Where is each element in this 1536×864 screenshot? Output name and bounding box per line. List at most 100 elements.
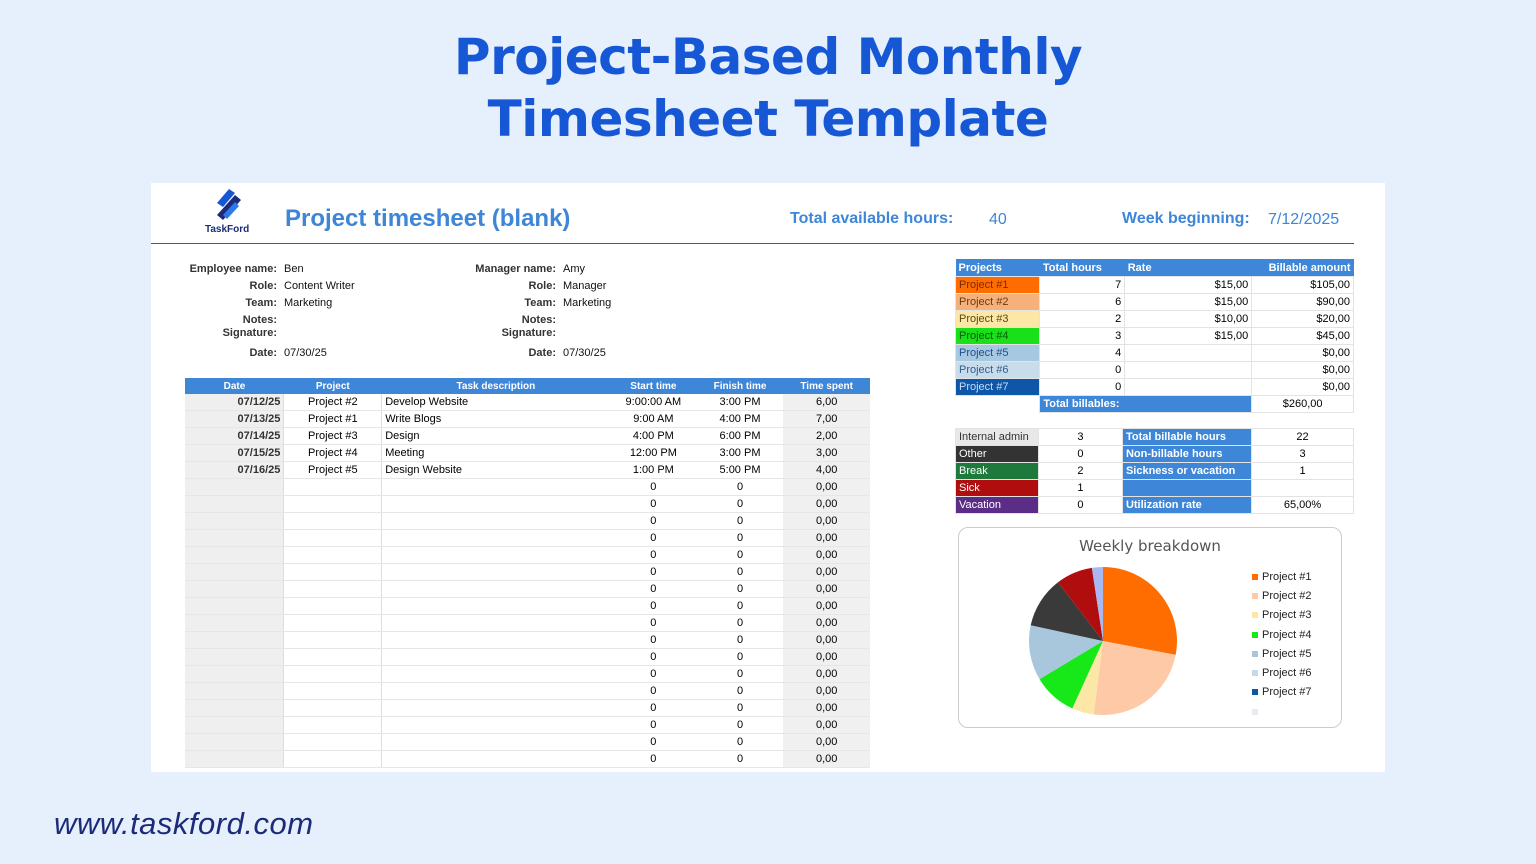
date-cell[interactable]: 07/14/25 — [185, 427, 285, 446]
total-available-value[interactable]: 40 — [989, 211, 1007, 228]
project-cell[interactable] — [283, 546, 383, 565]
project-name-cell[interactable]: Project #1 — [954, 276, 1041, 294]
date-cell[interactable] — [185, 512, 285, 531]
task-cell[interactable] — [381, 597, 611, 616]
project-name-cell[interactable]: Project #4 — [954, 327, 1041, 345]
time-spent-cell[interactable]: 0,00 — [783, 512, 870, 531]
project-cell[interactable] — [283, 512, 383, 531]
task-cell[interactable] — [381, 614, 611, 633]
finish-time-cell[interactable]: 0 — [696, 563, 784, 582]
finish-time-cell[interactable]: 5:00 PM — [696, 461, 784, 480]
project-cell[interactable]: Project #5 — [283, 461, 383, 480]
summary-category-value[interactable]: 2 — [1037, 462, 1123, 480]
summary-category-value[interactable]: 3 — [1037, 428, 1123, 446]
date-cell[interactable] — [185, 580, 285, 599]
finish-time-cell[interactable]: 0 — [696, 682, 784, 701]
project-name-cell[interactable]: Project #2 — [954, 293, 1041, 311]
task-cell[interactable] — [381, 529, 611, 548]
start-time-cell[interactable]: 0 — [610, 733, 697, 752]
date-cell[interactable]: 07/13/25 — [185, 410, 285, 429]
start-time-cell[interactable]: 0 — [610, 631, 697, 650]
date-cell[interactable] — [185, 750, 285, 769]
task-cell[interactable] — [381, 682, 611, 701]
project-amount-cell[interactable]: $45,00 — [1251, 327, 1354, 345]
project-hours-cell[interactable]: 0 — [1039, 361, 1126, 379]
start-time-cell[interactable]: 12:00 PM — [610, 444, 697, 463]
date-cell[interactable] — [185, 631, 285, 650]
project-cell[interactable]: Project #3 — [283, 427, 383, 446]
project-name-cell[interactable]: Project #5 — [954, 344, 1041, 362]
project-rate-cell[interactable]: $15,00 — [1124, 293, 1253, 311]
employee-name[interactable]: Ben — [284, 263, 304, 275]
date-cell[interactable] — [185, 733, 285, 752]
project-amount-cell[interactable]: $105,00 — [1251, 276, 1354, 294]
manager-team[interactable]: Marketing — [563, 297, 612, 309]
project-cell[interactable] — [283, 665, 383, 684]
task-cell[interactable]: Design Website — [381, 461, 611, 480]
start-time-cell[interactable]: 0 — [610, 546, 697, 565]
task-cell[interactable]: Meeting — [381, 444, 611, 463]
project-cell[interactable] — [283, 716, 383, 735]
finish-time-cell[interactable]: 0 — [696, 614, 784, 633]
date-cell[interactable]: 07/16/25 — [185, 461, 285, 480]
finish-time-cell[interactable]: 0 — [696, 750, 784, 769]
project-cell[interactable] — [283, 478, 383, 497]
project-rate-cell[interactable] — [1124, 378, 1253, 396]
task-cell[interactable] — [381, 631, 611, 650]
task-cell[interactable]: Write Blogs — [381, 410, 611, 429]
time-spent-cell[interactable]: 0,00 — [783, 716, 870, 735]
task-cell[interactable] — [381, 478, 611, 497]
finish-time-cell[interactable]: 6:00 PM — [696, 427, 784, 446]
time-spent-cell[interactable]: 0,00 — [783, 631, 870, 650]
finish-time-cell[interactable]: 4:00 PM — [696, 410, 784, 429]
start-time-cell[interactable]: 0 — [610, 750, 697, 769]
finish-time-cell[interactable]: 0 — [696, 665, 784, 684]
finish-time-cell[interactable]: 0 — [696, 512, 784, 531]
time-spent-cell[interactable]: 4,00 — [783, 461, 870, 480]
project-amount-cell[interactable]: $0,00 — [1251, 361, 1354, 379]
summary-category-value[interactable]: 0 — [1037, 445, 1123, 463]
summary-category-value[interactable]: 0 — [1037, 496, 1123, 514]
date-cell[interactable] — [185, 699, 285, 718]
task-cell[interactable] — [381, 699, 611, 718]
project-cell[interactable] — [283, 563, 383, 582]
time-spent-cell[interactable]: 0,00 — [783, 699, 870, 718]
start-time-cell[interactable]: 0 — [610, 563, 697, 582]
task-cell[interactable] — [381, 716, 611, 735]
project-hours-cell[interactable]: 4 — [1039, 344, 1126, 362]
finish-time-cell[interactable]: 0 — [696, 546, 784, 565]
date-cell[interactable]: 07/12/25 — [185, 394, 285, 412]
project-cell[interactable]: Project #4 — [283, 444, 383, 463]
start-time-cell[interactable]: 0 — [610, 665, 697, 684]
project-hours-cell[interactable]: 6 — [1039, 293, 1126, 311]
start-time-cell[interactable]: 0 — [610, 682, 697, 701]
time-spent-cell[interactable]: 0,00 — [783, 529, 870, 548]
project-cell[interactable] — [283, 495, 383, 514]
project-hours-cell[interactable]: 7 — [1039, 276, 1126, 294]
finish-time-cell[interactable]: 3:00 PM — [696, 444, 784, 463]
date-cell[interactable] — [185, 597, 285, 616]
project-rate-cell[interactable] — [1124, 361, 1253, 379]
start-time-cell[interactable]: 4:00 PM — [610, 427, 697, 446]
website-url[interactable]: www.taskford.com — [54, 806, 314, 841]
start-time-cell[interactable]: 0 — [610, 699, 697, 718]
start-time-cell[interactable]: 0 — [610, 716, 697, 735]
project-hours-cell[interactable]: 3 — [1039, 327, 1126, 345]
project-cell[interactable] — [283, 614, 383, 633]
finish-time-cell[interactable]: 0 — [696, 733, 784, 752]
start-time-cell[interactable]: 9:00:00 AM — [610, 394, 697, 412]
project-cell[interactable] — [283, 750, 383, 769]
date-cell[interactable] — [185, 614, 285, 633]
time-spent-cell[interactable]: 0,00 — [783, 580, 870, 599]
project-amount-cell[interactable]: $20,00 — [1251, 310, 1354, 328]
time-spent-cell[interactable]: 0,00 — [783, 597, 870, 616]
finish-time-cell[interactable]: 0 — [696, 478, 784, 497]
project-hours-cell[interactable]: 2 — [1039, 310, 1126, 328]
project-cell[interactable] — [283, 648, 383, 667]
time-spent-cell[interactable]: 0,00 — [783, 733, 870, 752]
summary-category-value[interactable]: 1 — [1037, 479, 1123, 497]
time-spent-cell[interactable]: 0,00 — [783, 563, 870, 582]
project-cell[interactable] — [283, 699, 383, 718]
project-cell[interactable] — [283, 631, 383, 650]
start-time-cell[interactable]: 9:00 AM — [610, 410, 697, 429]
